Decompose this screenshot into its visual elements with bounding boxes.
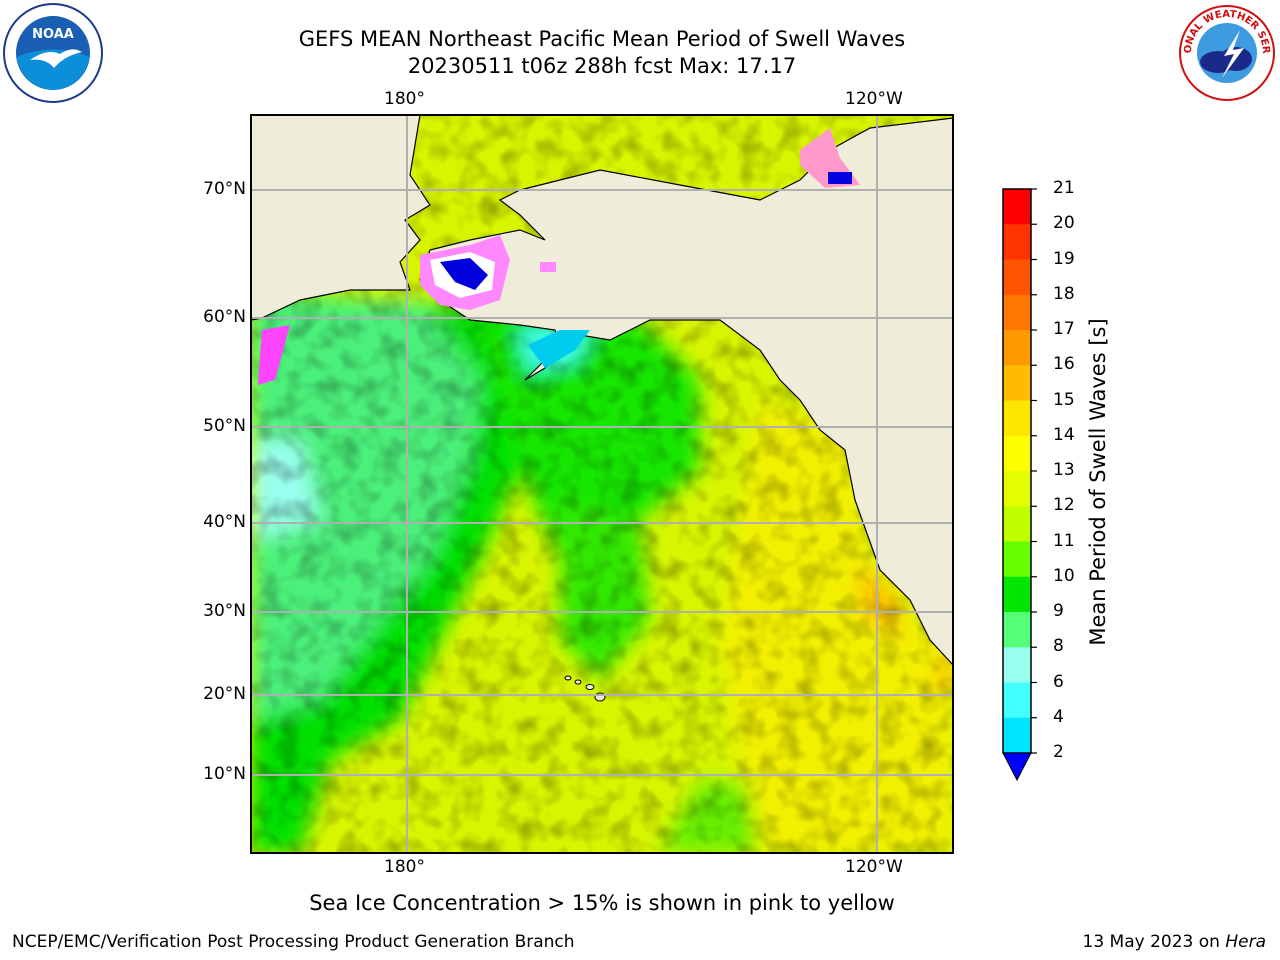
colorbar-tick-label: 19 [1053, 248, 1075, 269]
colorbar-tick-label: 14 [1053, 424, 1075, 445]
svg-text:NOAA: NOAA [32, 27, 74, 42]
chart-subtitle: 20230511 t06z 288h fcst Max: 17.17 [407, 54, 797, 78]
colorbar-tick-label: 10 [1053, 565, 1075, 586]
colorbar-tick-label: 12 [1053, 495, 1075, 516]
footer-date: 13 May 2023 on Hera [1083, 932, 1267, 952]
lon-label-top-180: 180° [384, 89, 425, 109]
colorbar-tick-label: 16 [1053, 354, 1075, 375]
colorbar-segment [1003, 259, 1031, 296]
map-frame [250, 114, 954, 854]
lat-label-30n: 30°N [203, 601, 246, 621]
colorbar-tick-label: 21 [1053, 178, 1075, 198]
footer-date-text: 13 May 2023 on [1082, 932, 1226, 952]
lat-label-40n: 40°N [203, 512, 246, 532]
colorbar-tick-label: 11 [1053, 530, 1075, 551]
colorbar-segment [1003, 647, 1031, 683]
colorbar-segment [1003, 294, 1031, 331]
sea-ice [258, 128, 860, 385]
colorbar-tick-label: 17 [1053, 319, 1075, 339]
colorbar-label: Mean Period of Swell Waves [s] [1086, 318, 1110, 646]
colorbar-tick-label: 9 [1053, 601, 1064, 621]
lon-label-bottom-120w: 120°W [845, 857, 903, 877]
colorbar-segment [1003, 435, 1031, 472]
colorbar-tick-label: 4 [1053, 706, 1064, 727]
lat-label-60n: 60°N [203, 307, 246, 327]
sea-ice-note: Sea Ice Concentration > 15% is shown in … [309, 891, 895, 915]
colorbar-segment [1003, 471, 1031, 507]
colorbar-tick-label: 20 [1053, 213, 1075, 234]
nws-logo: NATIONAL WEATHER SERVICE [1178, 4, 1276, 102]
colorbar-segment [1003, 506, 1031, 542]
noaa-logo: NOAA [2, 2, 104, 104]
colorbar-tick-label: 2 [1053, 742, 1064, 762]
colorbar-segment [1003, 612, 1031, 648]
colorbar-segment [1003, 189, 1031, 225]
graticule [251, 115, 953, 853]
colorbar-tick-label: 8 [1053, 636, 1064, 657]
colorbar-segment [1003, 541, 1031, 578]
colorbar-segment [1003, 682, 1031, 719]
colorbar-tick-label: 15 [1053, 389, 1075, 410]
colorbar-segment [1003, 224, 1031, 260]
colorbar-segment [1003, 400, 1031, 437]
footer-machine: Hera [1225, 932, 1266, 952]
colorbar-under-arrow [1002, 752, 1032, 782]
colorbar-segment [1003, 717, 1031, 754]
lat-label-70n: 70°N [203, 179, 246, 199]
colorbar-segment [1003, 576, 1031, 613]
colorbar-segment [1003, 365, 1031, 401]
colorbar-tick-label: 18 [1053, 283, 1075, 304]
colorbar-segment [1003, 330, 1031, 366]
swell-period-field [251, 115, 953, 853]
lon-label-bottom-180: 180° [384, 857, 425, 877]
lon-label-top-120w: 120°W [845, 89, 903, 109]
lat-label-50n: 50°N [203, 416, 246, 436]
chart-title: GEFS MEAN Northeast Pacific Mean Period … [298, 27, 906, 51]
lat-label-10n: 10°N [203, 764, 246, 784]
colorbar-tick-label: 6 [1053, 671, 1064, 692]
colorbar [1002, 188, 1037, 754]
colorbar-tick-label: 13 [1053, 460, 1075, 480]
lat-label-20n: 20°N [203, 684, 246, 704]
footer-credit: NCEP/EMC/Verification Post Processing Pr… [12, 932, 575, 952]
